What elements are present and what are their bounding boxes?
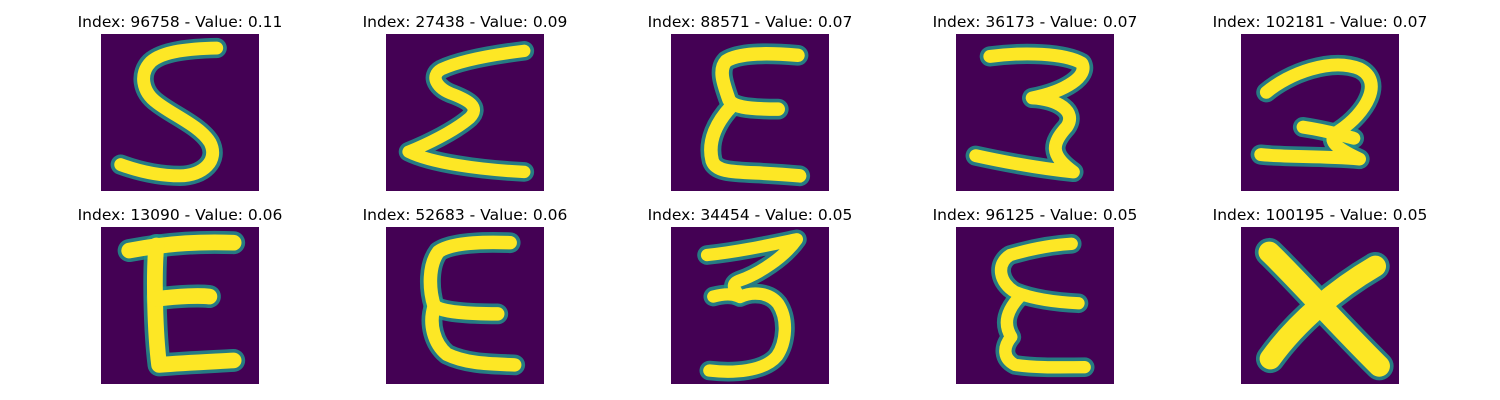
glyph-stroke bbox=[1296, 120, 1361, 145]
digit-image bbox=[386, 34, 544, 191]
panel-title: Index: 96125 - Value: 0.05 bbox=[932, 206, 1138, 224]
glyph-stroke bbox=[715, 47, 805, 116]
panel-title: Index: 34454 - Value: 0.05 bbox=[647, 206, 853, 224]
panel: Index: 88571 - Value: 0.07 bbox=[600, 12, 900, 202]
panel-title: Index: 27438 - Value: 0.09 bbox=[362, 13, 568, 31]
glyph-stroke bbox=[149, 288, 218, 307]
panel: Index: 36173 - Value: 0.07 bbox=[885, 12, 1185, 202]
digit-image bbox=[1241, 34, 1399, 191]
panel: Index: 96125 - Value: 0.05 bbox=[885, 205, 1185, 395]
digit-image bbox=[956, 34, 1114, 191]
glyph-stroke bbox=[423, 235, 517, 321]
digit-image bbox=[101, 227, 259, 384]
glyph-stroke bbox=[114, 41, 224, 183]
panel-title: Index: 52683 - Value: 0.06 bbox=[362, 206, 568, 224]
glyph-stroke bbox=[999, 289, 1091, 374]
glyph-stroke bbox=[402, 44, 531, 179]
glyph-stroke bbox=[147, 237, 242, 373]
panel: Index: 27438 - Value: 0.09 bbox=[315, 12, 615, 202]
glyph-stroke bbox=[707, 288, 744, 303]
panel: Index: 34454 - Value: 0.05 bbox=[600, 205, 900, 395]
glyph-stroke bbox=[1254, 58, 1378, 166]
glyph-stroke bbox=[969, 47, 1090, 179]
digit-image bbox=[671, 34, 829, 191]
glyph-stroke bbox=[121, 234, 242, 259]
glyph-stroke bbox=[700, 233, 804, 378]
panel: Index: 13090 - Value: 0.06 bbox=[30, 205, 330, 395]
panel: Index: 102181 - Value: 0.07 bbox=[1170, 12, 1470, 202]
digit-image bbox=[1241, 227, 1399, 384]
glyph-stroke bbox=[1259, 255, 1387, 370]
panel-title: Index: 102181 - Value: 0.07 bbox=[1212, 13, 1428, 31]
glyph-stroke bbox=[994, 237, 1085, 310]
digit-image bbox=[386, 227, 544, 384]
digit-image bbox=[956, 227, 1114, 384]
panel: Index: 96758 - Value: 0.11 bbox=[30, 12, 330, 202]
glyph-stroke bbox=[425, 298, 522, 372]
digit-image bbox=[101, 34, 259, 191]
panel-title: Index: 13090 - Value: 0.06 bbox=[77, 206, 283, 224]
panel-title: Index: 96758 - Value: 0.11 bbox=[77, 13, 283, 31]
panel-title: Index: 36173 - Value: 0.07 bbox=[932, 13, 1138, 31]
panel: Index: 100195 - Value: 0.05 bbox=[1170, 205, 1470, 395]
digit-image bbox=[671, 227, 829, 384]
panel-title: Index: 88571 - Value: 0.07 bbox=[647, 13, 853, 31]
panel: Index: 52683 - Value: 0.06 bbox=[315, 205, 615, 395]
panel-title: Index: 100195 - Value: 0.05 bbox=[1212, 206, 1428, 224]
glyph-stroke bbox=[704, 100, 807, 183]
